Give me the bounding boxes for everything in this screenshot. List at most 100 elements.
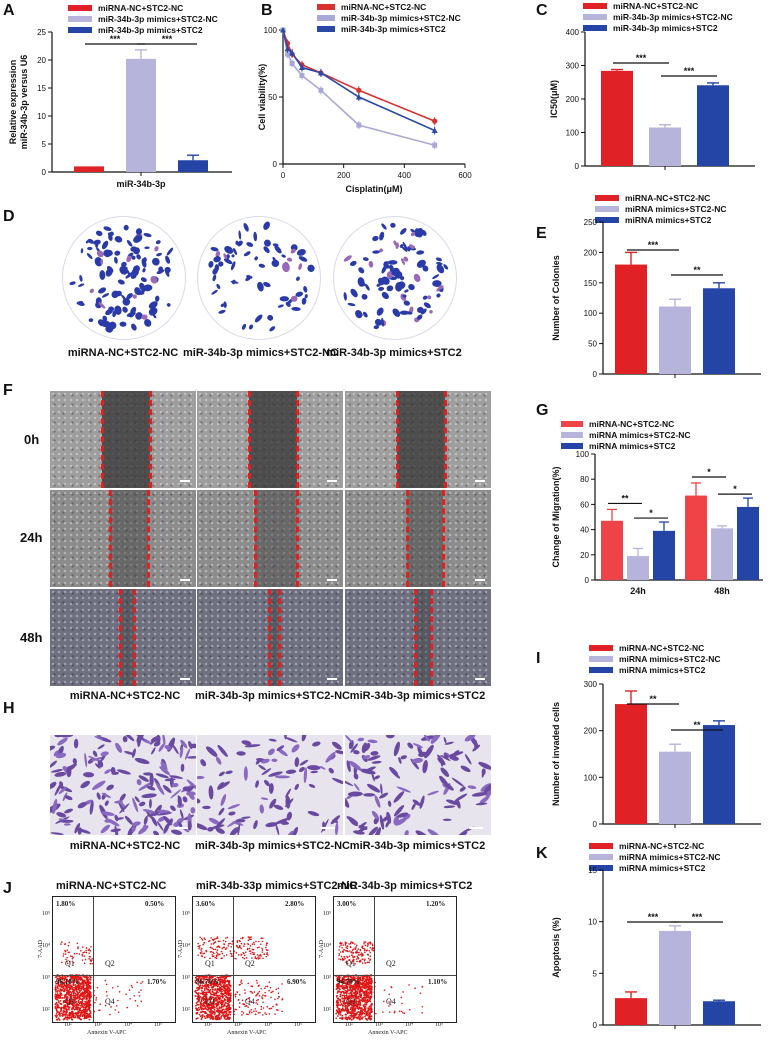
cell <box>153 830 160 835</box>
flow-y-tick-label: 10⁴ <box>182 943 191 949</box>
bar <box>178 160 208 172</box>
cell <box>467 785 477 790</box>
cell <box>170 789 182 799</box>
colony <box>140 277 147 283</box>
cell <box>105 818 120 827</box>
colony <box>263 246 270 254</box>
quadrant-gate-horizontal <box>334 975 456 976</box>
cell <box>415 830 429 835</box>
wound-caption-1: miRNA-NC+STC2-NC <box>69 690 181 702</box>
colony <box>126 240 133 247</box>
cell <box>217 781 230 790</box>
significance-label: ** <box>649 694 657 704</box>
flow-y-tick-label: 10³ <box>323 975 331 981</box>
y-axis-label: Number of invaded cells <box>551 702 561 806</box>
y-tick-label: 5 <box>42 140 47 149</box>
y-tick-label: 100 <box>264 26 278 35</box>
colony <box>88 318 94 323</box>
scratch-edge-line <box>396 391 399 488</box>
colony <box>397 281 406 290</box>
cell <box>345 778 354 787</box>
colony <box>96 250 104 258</box>
cell <box>374 827 382 835</box>
colony <box>422 295 428 300</box>
colony <box>126 293 133 300</box>
cell <box>353 830 365 835</box>
cell <box>50 832 64 835</box>
cell <box>172 744 179 755</box>
cell <box>267 748 275 756</box>
bar <box>737 506 759 580</box>
colony <box>130 306 137 315</box>
y-tick-label: 300 <box>584 680 598 689</box>
bar <box>659 306 691 374</box>
cell <box>54 771 67 777</box>
cell <box>379 814 385 830</box>
colony <box>208 261 214 268</box>
significance-label: ** <box>621 493 629 503</box>
cell <box>158 816 166 822</box>
significance-label: *** <box>648 240 659 250</box>
colony <box>223 301 227 308</box>
cell <box>74 823 81 834</box>
transwell-caption-1: miRNA-NC+STC2-NC <box>69 840 181 852</box>
panel-label-e: E <box>536 225 547 242</box>
cell <box>284 735 287 740</box>
y-tick-label: 0 <box>593 370 598 379</box>
y-tick-label: 200 <box>566 95 580 104</box>
colony <box>87 238 95 244</box>
bar <box>703 288 735 374</box>
cell <box>84 752 88 768</box>
colony <box>254 256 259 261</box>
cell <box>260 797 269 801</box>
cell <box>457 831 468 835</box>
cell <box>64 808 74 814</box>
cell <box>393 815 399 825</box>
cell <box>346 760 351 773</box>
colony <box>395 242 399 250</box>
cell <box>114 814 119 822</box>
cell <box>77 801 87 809</box>
bar <box>601 70 633 166</box>
cell <box>285 769 297 774</box>
colony <box>150 276 158 284</box>
y-axis-label: miR-34b-3p versus U6 <box>19 55 29 150</box>
flow-y-tick-label: 10² <box>42 1007 50 1013</box>
colony <box>218 309 226 314</box>
cell <box>298 766 305 773</box>
cell <box>451 777 465 787</box>
colony <box>387 260 398 265</box>
colony <box>103 226 112 232</box>
cell <box>97 760 104 768</box>
flow-x-tick-label: 10² <box>204 1022 212 1028</box>
colony <box>408 244 414 249</box>
legend-swatch <box>561 421 583 427</box>
cell <box>184 748 191 760</box>
legend-entry: miRNA mimics+STC2 <box>589 441 676 451</box>
flow-plot-title: miRNA-NC+STC2-NC <box>56 880 167 892</box>
colony <box>281 254 286 258</box>
colony <box>86 253 93 260</box>
flow-y-tick-label: 10⁵ <box>182 911 191 917</box>
colony <box>223 258 233 265</box>
scale-bar <box>180 579 190 581</box>
colony <box>111 290 119 299</box>
x-tick-label: 24h <box>630 586 646 596</box>
y-axis-label: Apoptosis (%) <box>551 917 561 978</box>
cell <box>332 777 343 785</box>
wound-image-3-1 <box>50 589 196 686</box>
colony <box>416 259 426 268</box>
cell <box>190 743 196 749</box>
colony-plate-2 <box>197 216 321 340</box>
cell <box>440 754 451 761</box>
legend-swatch <box>317 4 335 10</box>
colony <box>114 250 121 256</box>
colony <box>379 231 385 241</box>
cell <box>412 743 424 748</box>
cell <box>380 783 383 795</box>
wound-image-1-2 <box>197 391 343 488</box>
x-tick-label: 0 <box>281 171 286 180</box>
wound-row-label-0h: 0h <box>24 432 40 447</box>
colony <box>443 264 449 270</box>
significance-label: *** <box>162 34 173 44</box>
